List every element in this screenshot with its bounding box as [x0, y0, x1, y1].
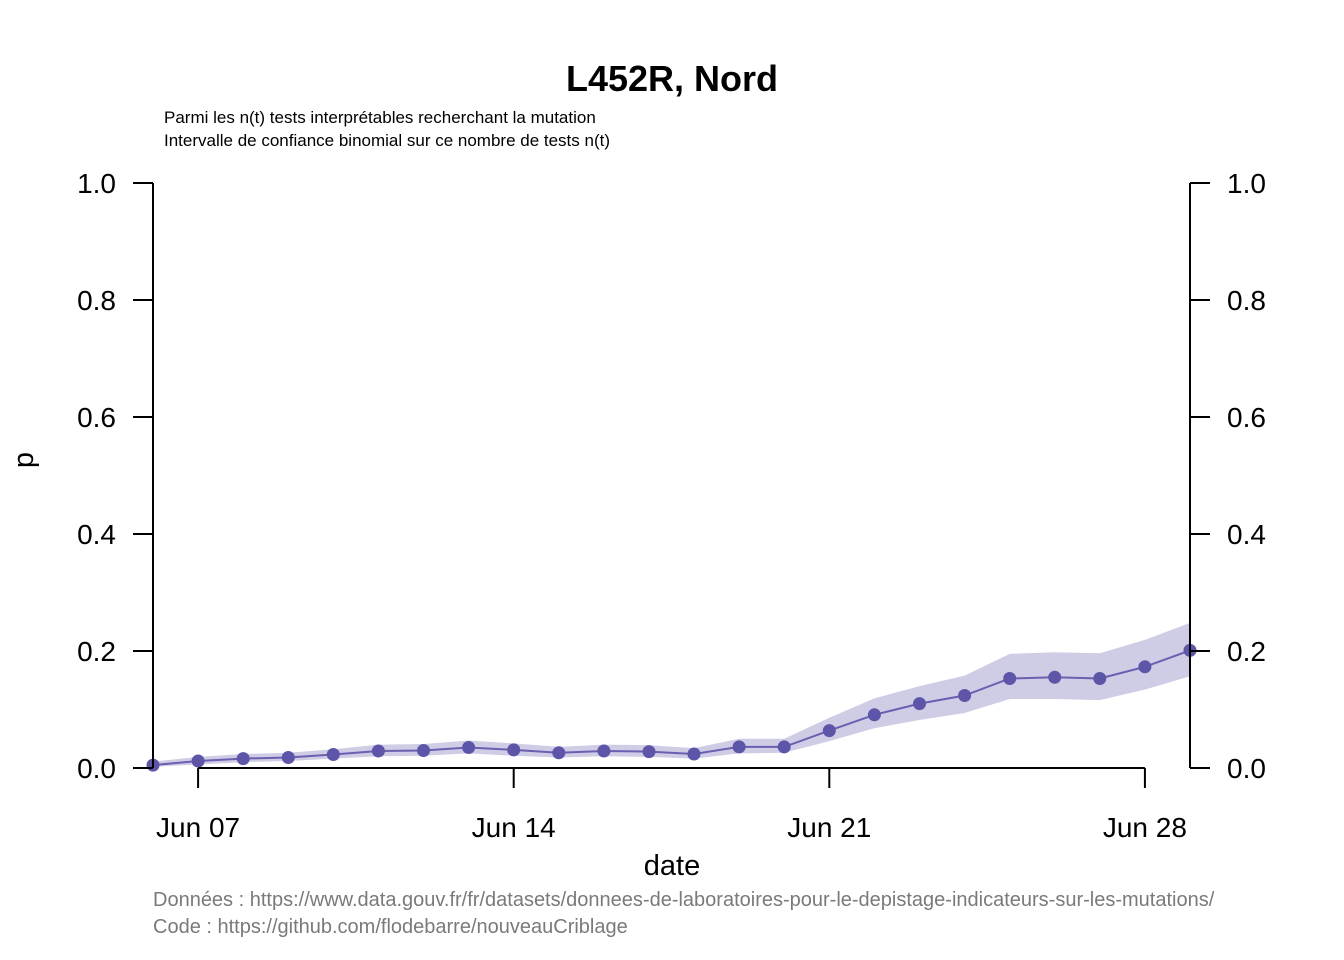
data-point [1048, 670, 1062, 684]
confidence-band [153, 622, 1190, 767]
y-tick-label-right: 0.2 [1227, 636, 1266, 667]
data-point [597, 744, 611, 758]
y-axis-label: p [8, 452, 40, 468]
y-tick-label-left: 1.0 [77, 168, 116, 199]
data-point [507, 743, 521, 757]
y-axis-right: 0.0 0.2 0.4 0.6 0.8 1.0 [1189, 168, 1266, 784]
data-point [552, 746, 566, 760]
y-tick-label-right: 0.8 [1227, 285, 1266, 316]
x-axis-label: date [644, 850, 700, 882]
y-tick-label-right: 0.4 [1227, 519, 1266, 550]
data-point [913, 697, 926, 711]
data-point [236, 752, 250, 766]
x-tick-label: Jun 14 [472, 812, 556, 843]
data-source-caption: Données : https://www.data.gouv.fr/fr/da… [153, 889, 1215, 911]
y-tick-label-left: 0.4 [77, 519, 116, 550]
x-tick-label: Jun 07 [156, 812, 240, 843]
data-point [732, 740, 746, 754]
data-point [958, 689, 972, 702]
y-tick-label-right: 0.0 [1227, 753, 1266, 784]
data-point [867, 708, 881, 722]
data-point [687, 747, 701, 761]
data-point [326, 748, 340, 761]
y-axis-left: 0.0 0.2 0.4 0.6 0.8 1.0 [77, 168, 154, 784]
y-tick-label-right: 0.6 [1227, 402, 1266, 433]
y-tick-label-right: 1.0 [1227, 168, 1266, 199]
plot-area [146, 622, 1197, 772]
x-tick-label: Jun 28 [1103, 812, 1187, 843]
chart-subtitle-line-2: Intervalle de confiance binomial sur ce … [164, 131, 610, 150]
data-point [1003, 672, 1017, 685]
data-point [281, 751, 295, 764]
data-point [371, 744, 385, 758]
y-tick-label-left: 0.2 [77, 636, 116, 667]
data-point [777, 740, 791, 754]
code-source-caption: Code : https://github.com/flodebarre/nou… [153, 916, 628, 938]
data-point [417, 744, 430, 757]
x-tick-label: Jun 21 [787, 812, 871, 843]
x-axis: Jun 07 Jun 14 Jun 21 Jun 28 [156, 767, 1187, 843]
data-point [822, 724, 836, 738]
data-points [146, 643, 1197, 772]
data-point [462, 741, 476, 754]
chart-subtitle-line-1: Parmi les n(t) tests interprétables rech… [164, 108, 596, 127]
data-point [642, 745, 656, 759]
y-tick-label-left: 0.6 [77, 402, 116, 433]
chart-title: L452R, Nord [566, 58, 778, 99]
y-tick-label-left: 0.0 [77, 753, 116, 784]
data-point [1138, 660, 1152, 674]
y-tick-label-left: 0.8 [77, 285, 116, 316]
series-line [152, 649, 1191, 767]
data-point [191, 754, 205, 768]
data-point [1093, 672, 1107, 685]
